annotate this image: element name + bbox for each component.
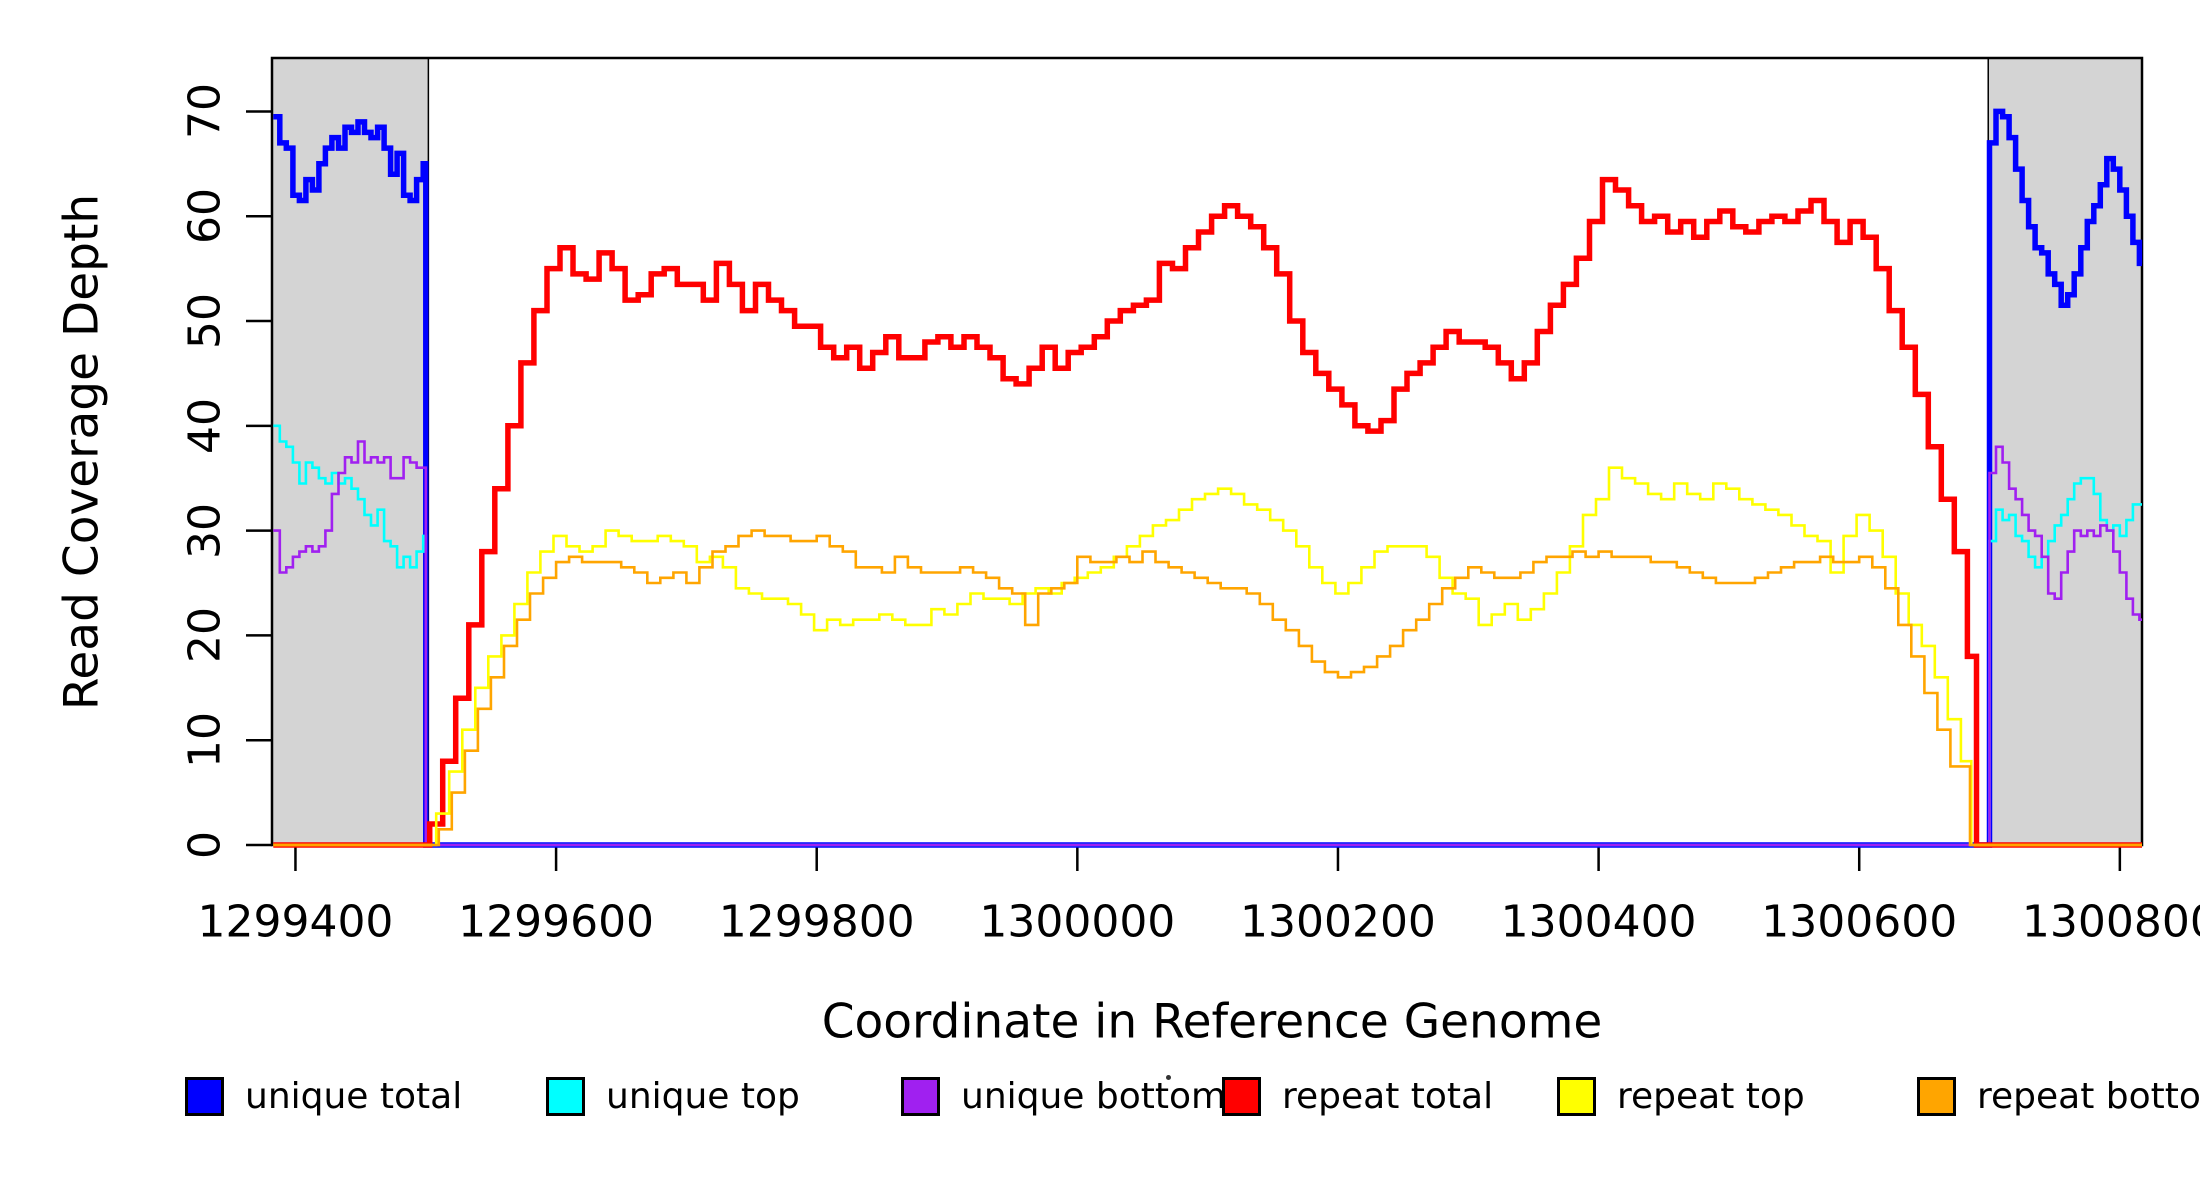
y-tick-label-50: 50 [179,293,231,350]
legend-label: unique bottom [961,1075,1227,1117]
y-tick-label-0: 0 [179,831,231,859]
legend-item-repeat-bottom: repeat bottom [1917,1074,2200,1118]
x-axis-title: Coordinate in Reference Genome [821,994,1603,1050]
y-tick-label-70: 70 [179,83,231,140]
unique-flank-right [1987,57,2143,846]
x-tick-label-1300000: 1300000 [979,896,1176,948]
legend-item-unique-total: unique total [185,1074,462,1118]
stray-mark [1166,1075,1171,1080]
series-unique-top [273,424,2142,847]
legend-swatch-repeat-top [1557,1076,1596,1116]
legend-label: unique top [606,1075,800,1117]
legend-item-unique-bottom: unique bottom [901,1074,1226,1118]
legend-swatch-unique-bottom [901,1076,940,1116]
legend-label: repeat bottom [1977,1075,2200,1117]
series-repeat-top [273,466,2142,847]
x-tick-label-1300600: 1300600 [1761,896,1958,948]
legend-item-unique-top: unique top [546,1074,800,1118]
series-repeat-total [273,176,2142,848]
series-repeat-bottom [273,529,2142,847]
legend-item-repeat-top: repeat top [1557,1074,1805,1118]
y-tick-label-40: 40 [179,397,231,454]
legend-item-repeat-total: repeat total [1222,1074,1493,1118]
x-tick-label-1300800: 1300800 [2021,896,2200,948]
x-tick-label-1300400: 1300400 [1500,896,1697,948]
y-tick-label-20: 20 [179,607,231,664]
legend-label: repeat total [1282,1075,1494,1117]
legend-swatch-unique-total [185,1076,224,1116]
y-tick-label-30: 30 [179,502,231,559]
legend-label: unique total [245,1075,463,1117]
legend-swatch-repeat-bottom [1917,1076,1956,1116]
x-tick-label-1300200: 1300200 [1239,896,1436,948]
series-unique-bottom [273,440,2142,847]
legend-swatch-repeat-total [1222,1076,1261,1116]
x-tick-label-1299600: 1299600 [458,896,655,948]
y-tick-label-60: 60 [179,188,231,245]
x-tick-label-1299800: 1299800 [718,896,915,948]
legend-label: repeat top [1617,1075,1805,1117]
y-axis-title: Read Coverage Depth [54,193,110,711]
legend-swatch-unique-top [546,1076,585,1116]
plot-box [270,56,2144,847]
y-tick-label-10: 10 [179,712,231,769]
x-tick-label-1299400: 1299400 [197,896,394,948]
